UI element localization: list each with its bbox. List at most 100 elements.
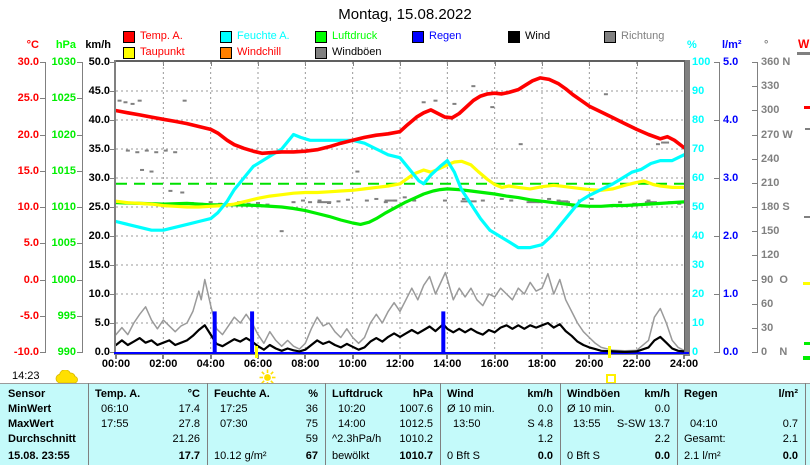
axis-unit-humidity: % xyxy=(687,39,697,51)
direction-mark xyxy=(618,201,623,204)
x-axis-label: 16:00 xyxy=(480,358,509,370)
table-cell-value: 1010.2 xyxy=(399,433,433,445)
x-tick xyxy=(683,354,685,359)
axis-tick xyxy=(110,62,115,63)
table-cell-time: Gesamt: xyxy=(684,433,726,445)
table-cell-time: 0 Bft S xyxy=(447,450,481,462)
direction-mark xyxy=(300,199,305,202)
axis-tick xyxy=(40,243,45,245)
y-tick-rain: 4.0 xyxy=(723,114,739,126)
axis-tick xyxy=(77,352,82,353)
legend-label: Windböen xyxy=(332,46,382,58)
x-axis-label: 14:00 xyxy=(433,358,462,370)
y-tick-temp: 0.0 xyxy=(23,273,39,286)
direction-mark xyxy=(180,191,185,194)
axis-tick xyxy=(77,134,82,136)
table-cell-value: 36 xyxy=(305,403,318,415)
axis-tick xyxy=(77,62,82,63)
y-tick-wind: 15.0 xyxy=(88,259,110,271)
cloud-icon xyxy=(55,370,78,384)
x-axis-label: 18:00 xyxy=(527,358,557,370)
axis-tick xyxy=(40,134,45,136)
y-tick-humidity: 70 xyxy=(692,143,705,155)
direction-mark xyxy=(661,141,670,144)
axis-unit-pressure: hPa xyxy=(55,39,76,51)
table-cell-time: Ø 10 min. xyxy=(447,403,495,415)
y-tick-direction: 330 xyxy=(761,80,780,93)
axis-tick xyxy=(110,352,115,353)
y-tick-wind: 50.0 xyxy=(88,56,110,68)
y-tick-wind: 35.0 xyxy=(88,143,110,155)
axis-tick xyxy=(110,178,115,179)
direction-mark xyxy=(291,201,296,204)
y-tick-humidity: 20 xyxy=(692,288,705,300)
table-cell-value: 27.8 xyxy=(178,418,200,430)
table-col-unit: °C xyxy=(187,388,200,400)
y-tick-direction: 300 xyxy=(761,104,780,117)
direction-mark xyxy=(518,143,523,146)
legend-swatch-icon xyxy=(220,31,232,43)
x-axis-label: 04:00 xyxy=(196,358,225,370)
y-tick-temp: 25.0 xyxy=(17,92,39,105)
x-tick xyxy=(162,354,165,359)
table-cell-time: 0 Bft S xyxy=(567,450,601,462)
cut-panel-label: W xyxy=(798,37,810,51)
axis-tick xyxy=(752,207,757,208)
axis-tick xyxy=(110,236,115,237)
table-cell-time: 14:00 xyxy=(338,418,366,430)
x-axis-label: 10:00 xyxy=(338,358,367,370)
legend-swatch-icon xyxy=(508,31,520,43)
stats-table xyxy=(0,383,810,465)
direction-mark xyxy=(452,102,457,105)
direction-mark xyxy=(384,199,397,202)
direction-mark xyxy=(149,170,154,173)
axis-tick xyxy=(40,315,45,317)
x-axis-label: 22:00 xyxy=(622,358,651,370)
legend-swatch-icon xyxy=(123,31,135,43)
x-tick xyxy=(635,354,638,359)
table-col-name: Temp. A. xyxy=(95,388,141,400)
direction-mark xyxy=(163,149,168,152)
y-tick-direction: 150 xyxy=(761,225,780,238)
axis-line xyxy=(757,62,758,353)
y-tick-direction: 60 xyxy=(761,297,774,310)
y-tick-direction: 120 xyxy=(761,249,780,262)
legend-swatch-icon xyxy=(315,47,327,59)
table-cell-value: 0.0 xyxy=(654,450,670,462)
direction-mark xyxy=(327,201,331,204)
table-col-name: Regen xyxy=(684,388,718,400)
rain-bar xyxy=(212,311,217,352)
legend-label: Feuchte A. xyxy=(237,30,290,42)
table-header-sensor: Sensor xyxy=(8,388,46,400)
table-row-label: 15.08. 23:55 xyxy=(8,450,70,462)
y-tick-pressure: 1010 xyxy=(51,201,76,213)
direction-mark xyxy=(393,199,398,202)
table-cell-value: 21.26 xyxy=(172,433,200,445)
legend-label: Regen xyxy=(429,30,462,42)
direction-mark xyxy=(137,99,142,102)
cut-panel-underline xyxy=(797,52,810,55)
x-tick xyxy=(493,354,496,359)
axis-tick xyxy=(110,91,115,92)
table-divider xyxy=(560,383,561,465)
y-tick-wind: 0.0 xyxy=(94,346,110,358)
table-cell-time: ^2.3hPa/h xyxy=(332,433,382,445)
y-tick-wind: 10.0 xyxy=(88,288,110,300)
axis-tick xyxy=(752,352,757,353)
table-cell-value: 75 xyxy=(305,418,318,430)
table-cell-value: 0.7 xyxy=(782,418,798,430)
y-tick-pressure: 1025 xyxy=(51,92,76,105)
table-cell-value: 1.2 xyxy=(537,433,553,445)
table-col-name: Windböen xyxy=(567,388,621,400)
direction-mark xyxy=(256,201,260,204)
table-cell-time: bewölkt xyxy=(332,450,370,462)
direction-mark xyxy=(168,189,173,192)
direction-mark xyxy=(509,199,514,202)
cut-panel-fragment xyxy=(803,282,810,285)
direction-mark xyxy=(154,151,159,154)
y-tick-rain: 0.0 xyxy=(723,346,739,358)
direction-mark xyxy=(655,143,660,146)
table-cell-time: 07:30 xyxy=(220,418,248,430)
axis-line xyxy=(719,62,720,353)
